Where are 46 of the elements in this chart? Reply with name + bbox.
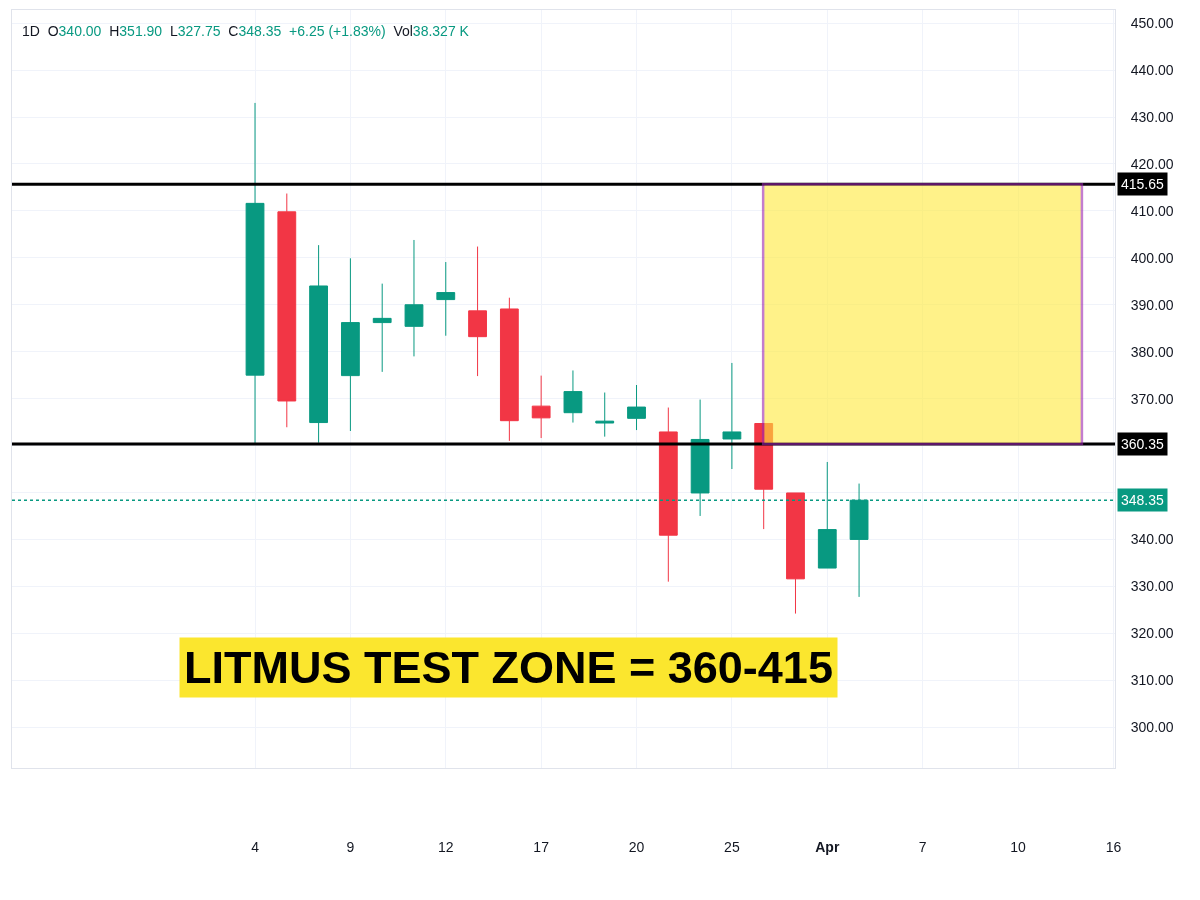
candlestick xyxy=(404,239,424,357)
y-tick-label: 330.00 xyxy=(1130,578,1174,595)
y-tick-label: 390.00 xyxy=(1130,296,1174,313)
candlestick xyxy=(277,193,297,428)
ref-line-label: 348.35 xyxy=(1121,492,1165,508)
y-tick-label: 340.00 xyxy=(1130,531,1174,548)
candlestick xyxy=(531,375,551,439)
y-tick-label: 440.00 xyxy=(1130,61,1174,78)
y-tick-label: 320.00 xyxy=(1130,625,1174,642)
candlestick xyxy=(436,261,456,337)
candlestick xyxy=(563,369,583,424)
y-tick-label: 300.00 xyxy=(1130,719,1174,736)
x-tick-label: Apr xyxy=(815,838,840,855)
x-tick-label: 9 xyxy=(346,838,355,855)
ref-line-label: 360.35 xyxy=(1121,436,1165,452)
candlestick xyxy=(658,407,678,583)
x-tick-label: 4 xyxy=(251,838,260,855)
y-tick-label: 310.00 xyxy=(1130,672,1174,689)
annotation: LITMUS TEST ZONE = 360-415 xyxy=(184,642,833,693)
y-tick-label: 380.00 xyxy=(1130,343,1174,360)
x-tick-label: 25 xyxy=(724,838,740,855)
candlestick xyxy=(754,423,774,530)
y-tick-label: 450.00 xyxy=(1130,15,1174,32)
y-tick-label: 400.00 xyxy=(1130,249,1174,266)
candlestick xyxy=(595,392,615,438)
candlestick xyxy=(499,297,519,442)
candlestick xyxy=(627,384,646,431)
x-tick-label: 7 xyxy=(918,838,927,855)
candlestick xyxy=(372,283,392,373)
text: O340.00 H351.90 L327.75 C348.35 +6.25 (+1.83%) Vol38.327 K xyxy=(47,22,469,39)
y-tick-label: 370.00 xyxy=(1130,390,1174,407)
ref-line-label: 415.65 xyxy=(1121,176,1165,192)
candlestick xyxy=(786,492,805,615)
y-tick-label: 430.00 xyxy=(1130,108,1174,125)
candlestick xyxy=(468,246,487,377)
x-tick-label: 16 xyxy=(1105,838,1122,855)
y-tick-label: 420.00 xyxy=(1130,155,1174,172)
x-tick-label: 17 xyxy=(533,838,550,855)
x-tick-label: 10 xyxy=(1010,838,1027,855)
y-tick-label: 410.00 xyxy=(1130,202,1174,219)
x-tick-label: 12 xyxy=(437,838,454,855)
candlestick xyxy=(722,362,742,470)
candlestick xyxy=(309,244,329,444)
candlestick xyxy=(340,257,360,432)
x-tick-label: 20 xyxy=(628,838,645,855)
text: 1D xyxy=(22,22,40,39)
